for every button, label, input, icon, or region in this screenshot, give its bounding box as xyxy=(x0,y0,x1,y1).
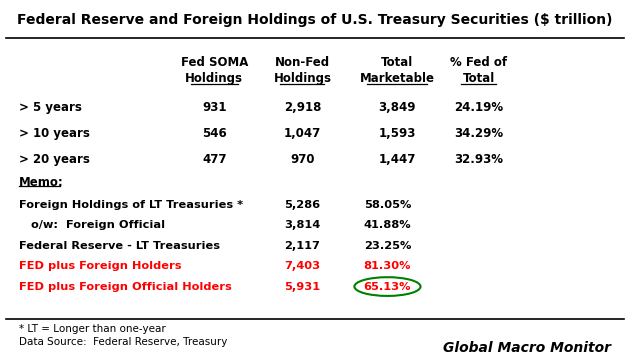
Text: 1,447: 1,447 xyxy=(378,153,416,166)
Text: 65.13%: 65.13% xyxy=(364,282,411,292)
Text: 3,849: 3,849 xyxy=(378,101,416,114)
Text: * LT = Longer than one-year: * LT = Longer than one-year xyxy=(19,324,166,334)
Text: > 20 years: > 20 years xyxy=(19,153,90,166)
Text: > 10 years: > 10 years xyxy=(19,127,90,140)
Text: 2,117: 2,117 xyxy=(285,241,320,251)
Text: % Fed of: % Fed of xyxy=(450,56,507,69)
Text: Federal Reserve and Foreign Holdings of U.S. Treasury Securities ($ trillion): Federal Reserve and Foreign Holdings of … xyxy=(17,13,613,27)
Text: 24.19%: 24.19% xyxy=(454,101,503,114)
Text: 1,047: 1,047 xyxy=(284,127,321,140)
Text: Holdings: Holdings xyxy=(273,72,331,85)
Text: 1,593: 1,593 xyxy=(378,127,416,140)
Text: o/w:  Foreign Official: o/w: Foreign Official xyxy=(19,220,165,230)
Text: Data Source:  Federal Reserve, Treasury: Data Source: Federal Reserve, Treasury xyxy=(19,337,227,347)
Text: 477: 477 xyxy=(202,153,226,166)
Text: 5,286: 5,286 xyxy=(284,200,321,210)
Text: FED plus Foreign Official Holders: FED plus Foreign Official Holders xyxy=(19,282,232,292)
Text: Marketable: Marketable xyxy=(359,72,435,85)
Text: Foreign Holdings of LT Treasuries *: Foreign Holdings of LT Treasuries * xyxy=(19,200,243,210)
Text: Global Macro Monitor: Global Macro Monitor xyxy=(443,341,611,355)
Text: 23.25%: 23.25% xyxy=(364,241,411,251)
Text: Memo:: Memo: xyxy=(19,176,64,189)
Text: 931: 931 xyxy=(202,101,226,114)
Text: 3,814: 3,814 xyxy=(284,220,321,230)
Text: Non-Fed: Non-Fed xyxy=(275,56,330,69)
Text: 58.05%: 58.05% xyxy=(364,200,411,210)
Text: > 5 years: > 5 years xyxy=(19,101,82,114)
Text: Total: Total xyxy=(462,72,495,85)
Text: 7,403: 7,403 xyxy=(284,261,321,271)
Text: 2,918: 2,918 xyxy=(284,101,321,114)
Text: Holdings: Holdings xyxy=(185,72,243,85)
Text: 546: 546 xyxy=(202,127,227,140)
Text: 970: 970 xyxy=(290,153,314,166)
Text: 81.30%: 81.30% xyxy=(364,261,411,271)
Text: 32.93%: 32.93% xyxy=(454,153,503,166)
Text: Total: Total xyxy=(381,56,413,69)
Text: Fed SOMA: Fed SOMA xyxy=(181,56,248,69)
Text: 34.29%: 34.29% xyxy=(454,127,503,140)
Text: 5,931: 5,931 xyxy=(284,282,321,292)
Text: 41.88%: 41.88% xyxy=(364,220,411,230)
Text: FED plus Foreign Holders: FED plus Foreign Holders xyxy=(19,261,181,271)
Text: Federal Reserve - LT Treasuries: Federal Reserve - LT Treasuries xyxy=(19,241,220,251)
